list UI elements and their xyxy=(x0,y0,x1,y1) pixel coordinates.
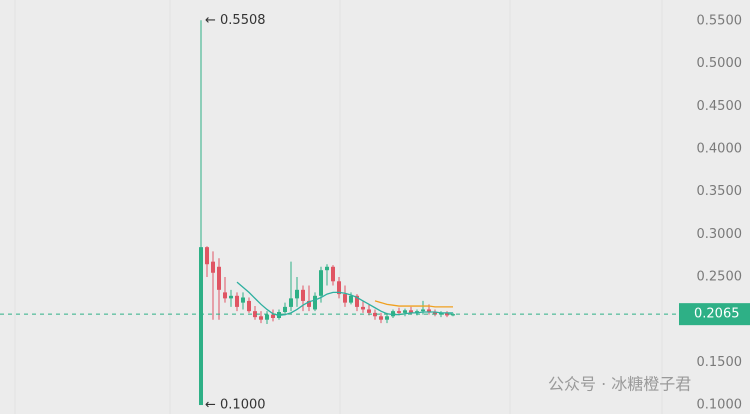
candle-body xyxy=(253,311,257,318)
y-tick-label: 0.4000 xyxy=(697,142,743,157)
candle-body xyxy=(229,295,233,299)
candle-body xyxy=(247,300,251,312)
candle-body xyxy=(301,289,305,301)
candle-body xyxy=(289,298,293,307)
moving-average-line xyxy=(374,300,453,308)
candle-body xyxy=(313,295,317,310)
candle-body xyxy=(349,295,353,303)
candle-body xyxy=(283,306,287,313)
y-tick-label: 0.1500 xyxy=(697,355,743,370)
candle-body xyxy=(415,311,419,313)
y-tick-label: 0.1000 xyxy=(697,398,743,413)
candle-body xyxy=(271,314,275,318)
annotation: ← 0.1000 xyxy=(205,398,266,413)
candle-body xyxy=(235,295,239,307)
y-tick-label: 0.3500 xyxy=(697,184,743,199)
candle-body xyxy=(409,310,413,313)
candle-body xyxy=(397,311,401,313)
last-price-tag xyxy=(679,303,750,326)
candle-body xyxy=(217,266,221,290)
candle-body xyxy=(295,289,299,299)
candle-body xyxy=(403,310,407,313)
candle-body xyxy=(199,247,203,406)
candle-body xyxy=(361,306,365,310)
candle-body xyxy=(451,314,455,316)
candle-body xyxy=(223,292,227,299)
candle-body xyxy=(319,270,323,296)
candle-body xyxy=(343,294,347,303)
candle-body xyxy=(373,312,377,317)
candle-body xyxy=(421,309,425,312)
candle-body xyxy=(337,281,341,295)
candle-body xyxy=(211,261,215,273)
watermark: 公众号 · 冰糖橙子君 xyxy=(548,375,691,394)
candle-body xyxy=(205,247,209,265)
candle-body xyxy=(385,316,389,320)
last-price-label: 0.2065 xyxy=(694,307,740,322)
candle-body xyxy=(265,314,269,320)
candle-body xyxy=(379,316,383,320)
candle-body xyxy=(355,295,359,307)
candle-body xyxy=(259,316,263,320)
candle-body xyxy=(433,312,437,315)
y-tick-label: 0.3000 xyxy=(697,227,743,242)
y-tick-label: 0.5500 xyxy=(697,13,743,28)
y-tick-label: 0.2500 xyxy=(697,270,743,285)
candle-body xyxy=(307,300,311,307)
y-tick-label: 0.5000 xyxy=(697,56,743,71)
candle-body xyxy=(331,266,335,282)
annotation: ← 0.5508 xyxy=(205,13,266,28)
candle-body xyxy=(367,309,371,313)
candle-body xyxy=(427,309,431,313)
candle-body xyxy=(325,266,329,271)
candle-body xyxy=(445,312,449,316)
y-tick-label: 0.4500 xyxy=(697,99,743,114)
candle-body xyxy=(241,297,245,303)
background-grid xyxy=(14,0,663,414)
